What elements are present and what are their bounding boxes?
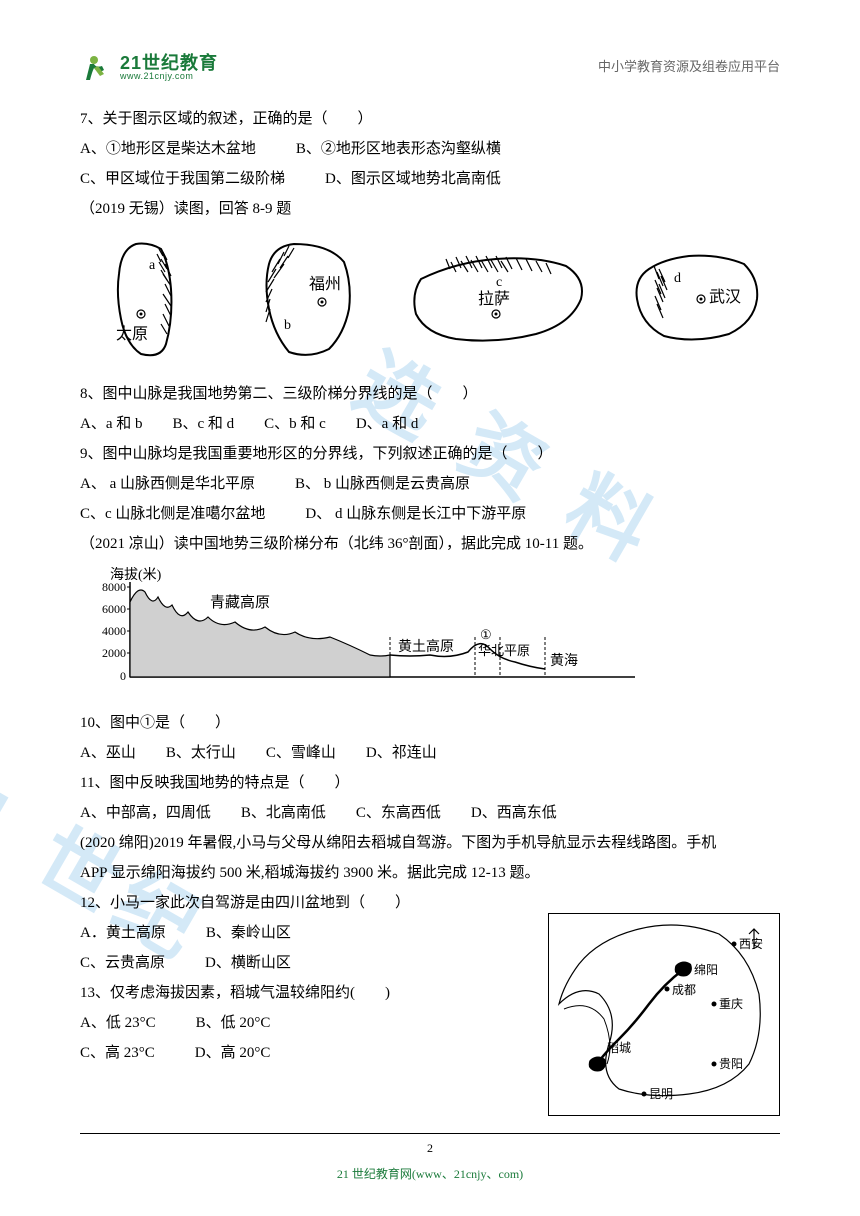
svg-text:福州: 福州 xyxy=(309,275,341,293)
q9-stem: 9、图中山脉均是我国重要地形区的分界线，下列叙述正确的是（ ） xyxy=(80,439,780,469)
svg-text:西安: 西安 xyxy=(739,936,763,951)
q11-opt-d: D、西高东低 xyxy=(471,798,557,828)
svg-text:重庆: 重庆 xyxy=(719,997,743,1011)
map-lasa: c 拉萨 xyxy=(396,244,596,354)
footer-text: 21 世纪教育网(www、21cnjy、com) xyxy=(0,1162,860,1186)
q9-opt-b: B、 b 山脉西侧是云贵高原 xyxy=(295,469,470,499)
intro-8-9: （2019 无锡）读图，回答 8-9 题 xyxy=(80,194,780,224)
q13-opt-d: D、高 20°C xyxy=(195,1038,271,1068)
svg-text:拉萨: 拉萨 xyxy=(478,290,510,308)
svg-text:黄海: 黄海 xyxy=(550,652,578,669)
q7-opt-d: D、图示区域地势北高南低 xyxy=(325,164,501,194)
svg-text:6000: 6000 xyxy=(102,602,126,616)
q10-stem: 10、图中①是（ ） xyxy=(80,708,780,738)
svg-text:0: 0 xyxy=(120,669,126,683)
svg-text:武汉: 武汉 xyxy=(709,288,741,306)
svg-text:成都: 成都 xyxy=(672,983,696,997)
q12-opt-d: D、横断山区 xyxy=(205,948,291,978)
q10-opt-d: D、祁连山 xyxy=(366,738,437,768)
map-wuhan: d 武汉 xyxy=(619,244,769,354)
svg-text:青藏高原: 青藏高原 xyxy=(210,594,270,611)
svg-text:2000: 2000 xyxy=(102,646,126,660)
svg-text:太原: 太原 xyxy=(116,325,148,343)
route-map: 西安 绵阳 成都 重庆 稻城 贵阳 昆明 xyxy=(548,913,780,1116)
q10-opt-c: C、雪峰山 xyxy=(266,738,336,768)
q12-opt-b: B、秦岭山区 xyxy=(206,918,291,948)
svg-text:绵阳: 绵阳 xyxy=(694,963,718,977)
q7-opt-b: B、②地形区地表形态沟壑纵横 xyxy=(296,134,501,164)
q11-opt-c: C、东高西低 xyxy=(356,798,441,828)
q8-opt-a: A、a 和 b xyxy=(80,409,143,439)
svg-text:贵阳: 贵阳 xyxy=(719,1057,743,1071)
q11-opt-a: A、中部高，四周低 xyxy=(80,798,211,828)
q12-opt-c: C、云贵高原 xyxy=(80,948,165,978)
header-right-text: 中小学教育资源及组卷应用平台 xyxy=(598,54,780,80)
q9-opt-c: C、c 山脉北侧是准噶尔盆地 xyxy=(80,499,265,529)
page-header: 21世纪教育 www.21cnjy.com 中小学教育资源及组卷应用平台 xyxy=(80,50,780,84)
svg-text:稻城: 稻城 xyxy=(607,1041,631,1055)
map-fuzhou: 福州 b xyxy=(234,234,374,364)
page-footer: 2 21 世纪教育网(www、21cnjy、com) xyxy=(0,1133,860,1186)
q10-opt-b: B、太行山 xyxy=(166,738,236,768)
svg-text:4000: 4000 xyxy=(102,624,126,638)
map-row: a 太原 福州 b xyxy=(80,234,780,364)
svg-text:a: a xyxy=(149,258,156,273)
q8-opt-d: D、a 和 d xyxy=(356,409,419,439)
q9-opt-d: D、 d 山脉东侧是长江中下游平原 xyxy=(305,499,526,529)
q8-opt-c: C、b 和 c xyxy=(264,409,326,439)
svg-text:b: b xyxy=(284,318,291,333)
svg-text:8000: 8000 xyxy=(102,580,126,594)
q9-opt-a: A、 a 山脉西侧是华北平原 xyxy=(80,469,255,499)
logo: 21世纪教育 www.21cnjy.com xyxy=(80,50,218,84)
svg-text:c: c xyxy=(496,275,502,290)
q11-opt-b: B、北高南低 xyxy=(241,798,326,828)
svg-text:d: d xyxy=(674,271,681,286)
intro-12-13-a: (2020 绵阳)2019 年暑假,小马与父母从绵阳去稻城自驾游。下图为手机导航… xyxy=(80,828,780,858)
q12-opt-a: A．黄土高原 xyxy=(80,918,166,948)
logo-text-cn: 21世纪教育 xyxy=(120,54,218,72)
q7-stem: 7、关于图示区域的叙述，正确的是（ ） xyxy=(80,104,780,134)
intro-12-13-b: APP 显示绵阳海拔约 500 米,稻城海拔约 3900 米。据此完成 12-1… xyxy=(80,858,780,888)
q13-opt-a: A、低 23°C xyxy=(80,1008,156,1038)
q11-stem: 11、图中反映我国地势的特点是（ ） xyxy=(80,768,780,798)
logo-icon xyxy=(80,50,116,84)
q13-opt-b: B、低 20°C xyxy=(196,1008,271,1038)
q10-opt-a: A、巫山 xyxy=(80,738,136,768)
elevation-chart: 海拔(米) 8000 6000 4000 2000 0 青藏高原 黄土高原 ① … xyxy=(80,567,780,703)
page-number: 2 xyxy=(0,1136,860,1160)
svg-text:昆明: 昆明 xyxy=(649,1087,673,1101)
q7-opt-a: A、①地形区是柴达木盆地 xyxy=(80,134,256,164)
map-taiyuan: a 太原 xyxy=(91,234,211,364)
svg-text:①: ① xyxy=(480,627,492,642)
svg-text:华北平原: 华北平原 xyxy=(478,643,530,658)
logo-text-url: www.21cnjy.com xyxy=(120,72,218,81)
q7-opt-c: C、甲区域位于我国第二级阶梯 xyxy=(80,164,285,194)
q13-opt-c: C、高 23°C xyxy=(80,1038,155,1068)
q8-stem: 8、图中山脉是我国地势第二、三级阶梯分界线的是（ ） xyxy=(80,379,780,409)
intro-10-11: （2021 凉山）读中国地势三级阶梯分布（北纬 36°剖面），据此完成 10-1… xyxy=(80,529,780,559)
q8-opt-b: B、c 和 d xyxy=(173,409,235,439)
svg-text:黄土高原: 黄土高原 xyxy=(398,638,454,655)
